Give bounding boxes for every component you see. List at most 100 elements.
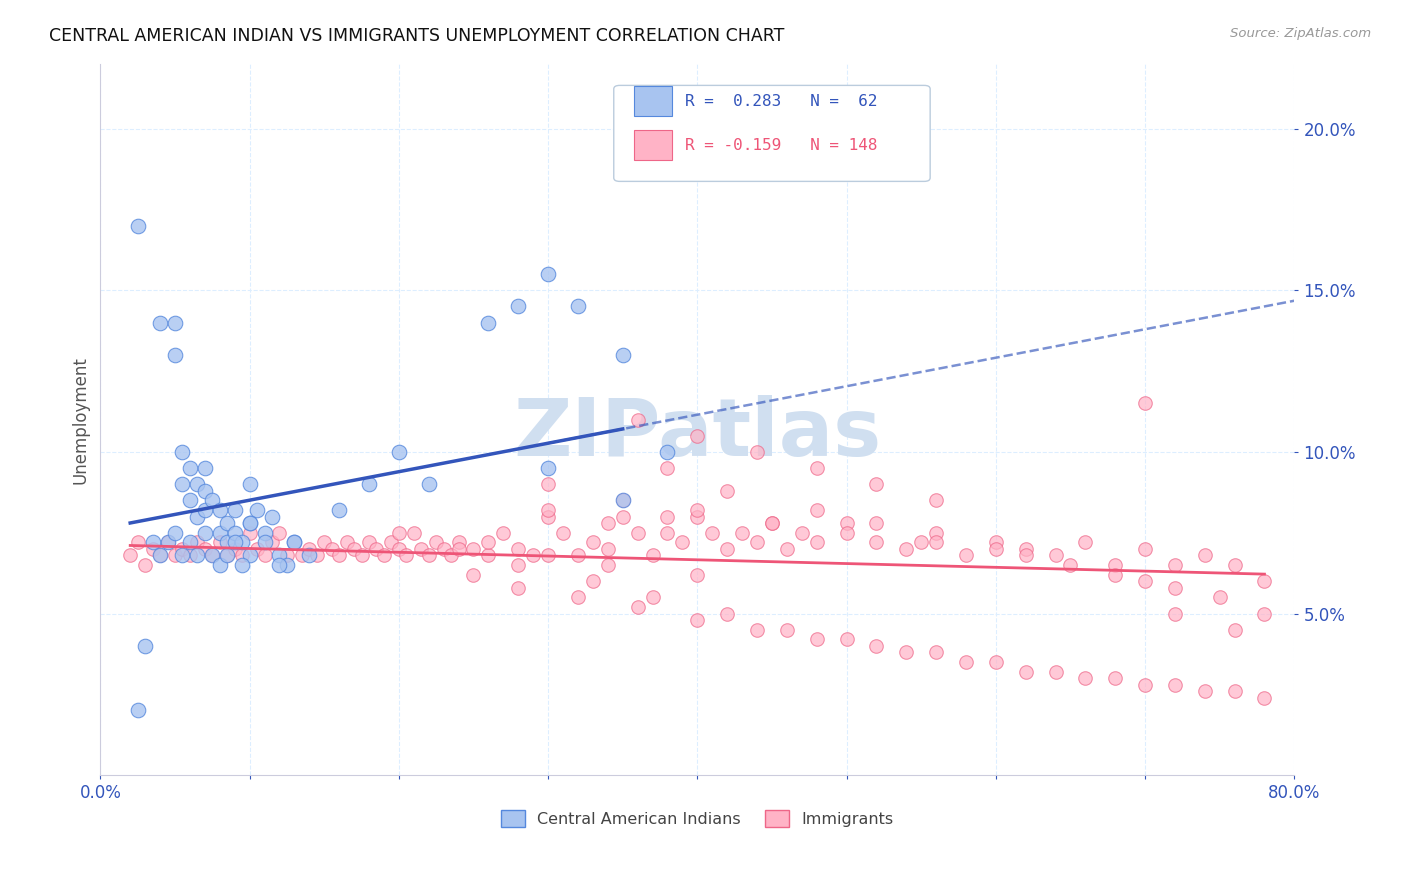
Point [865, 535, 887, 549]
Point [1059, 558, 1081, 572]
Point [522, 549, 544, 563]
Point [246, 541, 269, 556]
Point [1104, 558, 1126, 572]
Point [686, 429, 709, 443]
Point [984, 541, 1007, 556]
Point [627, 600, 650, 615]
Point [328, 503, 350, 517]
Point [194, 503, 217, 517]
Point [149, 549, 172, 563]
Point [142, 535, 165, 549]
Point [463, 541, 485, 556]
Point [314, 535, 336, 549]
Point [239, 549, 262, 563]
Point [790, 525, 813, 540]
Point [253, 525, 276, 540]
Point [239, 525, 262, 540]
Point [402, 525, 425, 540]
Text: ZIPatlas: ZIPatlas [513, 395, 882, 473]
Point [366, 541, 388, 556]
Point [686, 503, 709, 517]
Point [208, 525, 231, 540]
Point [186, 549, 208, 563]
Point [641, 549, 664, 563]
Point [172, 445, 194, 459]
Point [1208, 591, 1230, 605]
Point [239, 477, 262, 491]
Point [260, 509, 283, 524]
Point [1133, 574, 1156, 589]
Point [806, 461, 828, 475]
Point [761, 516, 783, 530]
Point [163, 549, 186, 563]
Point [925, 645, 948, 659]
Point [537, 461, 560, 475]
Point [217, 516, 239, 530]
Point [388, 525, 411, 540]
Point [291, 549, 314, 563]
Point [835, 516, 858, 530]
Point [343, 541, 366, 556]
Point [418, 549, 440, 563]
Point [433, 541, 456, 556]
Point [1133, 678, 1156, 692]
Point [612, 509, 634, 524]
Point [657, 509, 679, 524]
Point [208, 558, 231, 572]
Point [156, 535, 179, 549]
Point [596, 558, 619, 572]
Point [745, 445, 768, 459]
Point [955, 655, 977, 669]
Point [537, 549, 560, 563]
Point [567, 300, 589, 314]
Point [298, 541, 321, 556]
Point [172, 541, 194, 556]
Point [179, 549, 201, 563]
Point [1164, 581, 1187, 595]
Point [567, 591, 589, 605]
Point [425, 535, 447, 549]
Point [627, 525, 650, 540]
Point [224, 541, 246, 556]
Point [186, 477, 208, 491]
Point [418, 477, 440, 491]
Point [163, 316, 186, 330]
Point [388, 445, 411, 459]
Point [716, 607, 738, 621]
Point [217, 549, 239, 563]
Point [305, 549, 328, 563]
Point [127, 704, 149, 718]
Point [716, 541, 738, 556]
Point [149, 549, 172, 563]
Point [537, 503, 560, 517]
Point [411, 541, 433, 556]
Point [925, 535, 948, 549]
Text: CENTRAL AMERICAN INDIAN VS IMMIGRANTS UNEMPLOYMENT CORRELATION CHART: CENTRAL AMERICAN INDIAN VS IMMIGRANTS UN… [49, 27, 785, 45]
Point [179, 493, 201, 508]
Point [1253, 690, 1275, 705]
Point [657, 525, 679, 540]
Text: R =  0.283   N =  62: R = 0.283 N = 62 [685, 94, 877, 109]
Point [283, 535, 305, 549]
Point [567, 549, 589, 563]
Point [276, 558, 298, 572]
Legend: Central American Indians, Immigrants: Central American Indians, Immigrants [492, 802, 901, 835]
Point [806, 503, 828, 517]
Bar [634, 87, 672, 116]
Point [208, 535, 231, 549]
Point [283, 535, 305, 549]
Point [224, 525, 246, 540]
Point [955, 549, 977, 563]
Point [1194, 549, 1216, 563]
Point [1223, 684, 1246, 698]
Point [702, 525, 724, 540]
Point [373, 549, 395, 563]
Point [276, 549, 298, 563]
Point [172, 477, 194, 491]
Point [134, 639, 156, 653]
Point [194, 483, 217, 498]
Point [194, 525, 217, 540]
Point [134, 558, 156, 572]
Point [224, 503, 246, 517]
Bar [634, 130, 672, 160]
